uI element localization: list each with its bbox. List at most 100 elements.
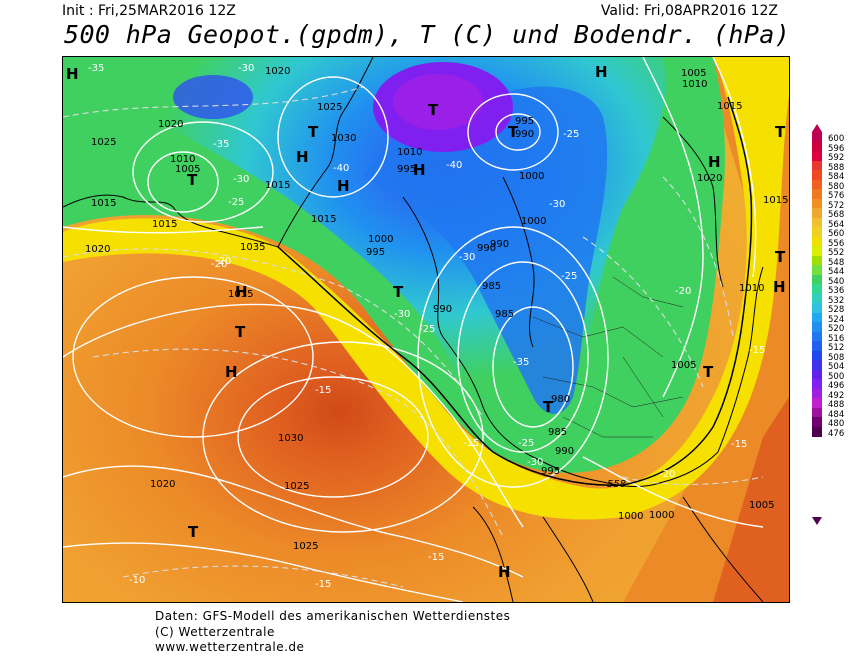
high-marker: H [413,161,426,179]
svg-text:1010: 1010 [397,147,422,158]
svg-text:990: 990 [555,446,574,457]
scale-bottom-arrow [812,517,822,525]
scale-labels: 600 596 592 588 584 580 576 572 568 564 560 556 552 5… [828,134,845,440]
east-red-region [713,397,789,602]
scale-swatch [812,132,822,142]
scale-swatch [812,426,822,437]
scale-label: 572 [828,200,845,211]
footer-source: Daten: GFS-Modell des amerikanischen Wet… [155,609,511,623]
scale-label: 516 [828,333,845,344]
svg-text:-40: -40 [333,163,349,174]
svg-text:-10: -10 [129,575,145,586]
svg-text:985: 985 [548,427,567,438]
svg-text:-30: -30 [527,457,543,468]
scale-swatch [812,141,822,152]
high-marker: H [296,148,309,166]
low-marker: T [235,323,246,341]
scale-label: 560 [828,229,845,240]
scale-swatch [812,198,822,209]
low-marker: T [188,523,199,541]
footer-url: www.wetterzentrale.de [155,640,305,654]
scale-label: 508 [828,352,845,363]
svg-text:1010: 1010 [682,79,707,90]
scale-label: 500 [828,371,845,382]
svg-text:995: 995 [515,116,534,127]
contour-558 [277,96,753,486]
svg-text:1015: 1015 [152,219,177,230]
scale-swatch [812,227,822,237]
svg-text:1025: 1025 [91,137,116,148]
svg-text:1030: 1030 [331,133,356,144]
svg-text:985: 985 [495,309,514,320]
svg-text:-20: -20 [675,286,691,297]
colour-scale [812,132,822,437]
scale-label: 576 [828,191,845,202]
svg-text:1005: 1005 [681,68,706,79]
pressure-centres: H H H H H H H H H H T T T T T T T T T T … [66,63,786,581]
low-marker: T [187,171,198,189]
svg-text:1025: 1025 [317,102,342,113]
svg-text:1020: 1020 [85,244,110,255]
weather-map: H H H H H H H H H H T T T T T T T T T T … [62,56,790,603]
violet-core [393,74,483,130]
svg-text:-25: -25 [563,129,579,140]
high-marker: H [66,65,79,83]
svg-text:1020: 1020 [150,479,175,490]
scale-label: 548 [828,257,845,268]
scale-label: 580 [828,181,845,192]
svg-text:995: 995 [541,466,560,477]
scale-swatch [812,388,822,399]
low-marker: T [775,248,786,266]
svg-text:990: 990 [515,129,534,140]
svg-text:1015: 1015 [265,180,290,191]
scale-swatch [812,217,822,228]
high-marker: H [337,177,350,195]
scale-swatch [812,350,822,361]
scale-label: 584 [828,172,845,183]
svg-text:1025: 1025 [293,541,318,552]
svg-text:1010: 1010 [170,154,195,165]
svg-text:-15: -15 [731,439,747,450]
temperature-labels: -35 -30 -35 -40 -30 -25 -20 -30 -25 -30 … [88,63,765,590]
svg-text:1035: 1035 [228,289,253,300]
svg-text:-15: -15 [315,385,331,396]
high-marker: H [235,283,248,301]
svg-text:-35: -35 [88,63,104,74]
svg-text:-30: -30 [549,199,565,210]
west-blue-patch [173,75,253,119]
scale-swatch [812,236,822,247]
scale-swatch [812,274,822,285]
scale-label: 532 [828,295,845,306]
svg-text:990: 990 [490,239,509,250]
low-marker: T [308,123,319,141]
svg-text:985: 985 [482,281,501,292]
svg-text:-30: -30 [459,252,475,263]
svg-text:1015: 1015 [717,101,742,112]
scale-top-arrow [812,124,822,132]
svg-text:1030: 1030 [278,433,303,444]
high-marker: H [773,278,786,296]
svg-text:-40: -40 [446,160,462,171]
blue-core [363,86,608,414]
isobars [63,57,764,602]
svg-text:1015: 1015 [91,198,116,209]
scale-swatch [812,246,822,256]
scale-swatch [812,407,822,418]
scale-swatch [812,398,822,408]
scale-swatch [812,265,822,275]
low-marker: T [428,101,439,119]
svg-text:-25: -25 [561,271,577,282]
scale-label: 552 [828,248,845,259]
svg-text:-20: -20 [659,469,675,480]
svg-text:1000: 1000 [519,171,544,182]
svg-text:-30: -30 [394,309,410,320]
footer-copyright: (C) Wetterzentrale [155,624,275,639]
svg-text:1020: 1020 [158,119,183,130]
scale-swatch [812,312,822,323]
svg-text:-25: -25 [419,324,435,335]
svg-text:-30: -30 [233,174,249,185]
scale-swatch [812,189,822,199]
svg-text:1025: 1025 [284,481,309,492]
scale-label: 484 [828,409,845,420]
low-marker: T [775,123,786,141]
